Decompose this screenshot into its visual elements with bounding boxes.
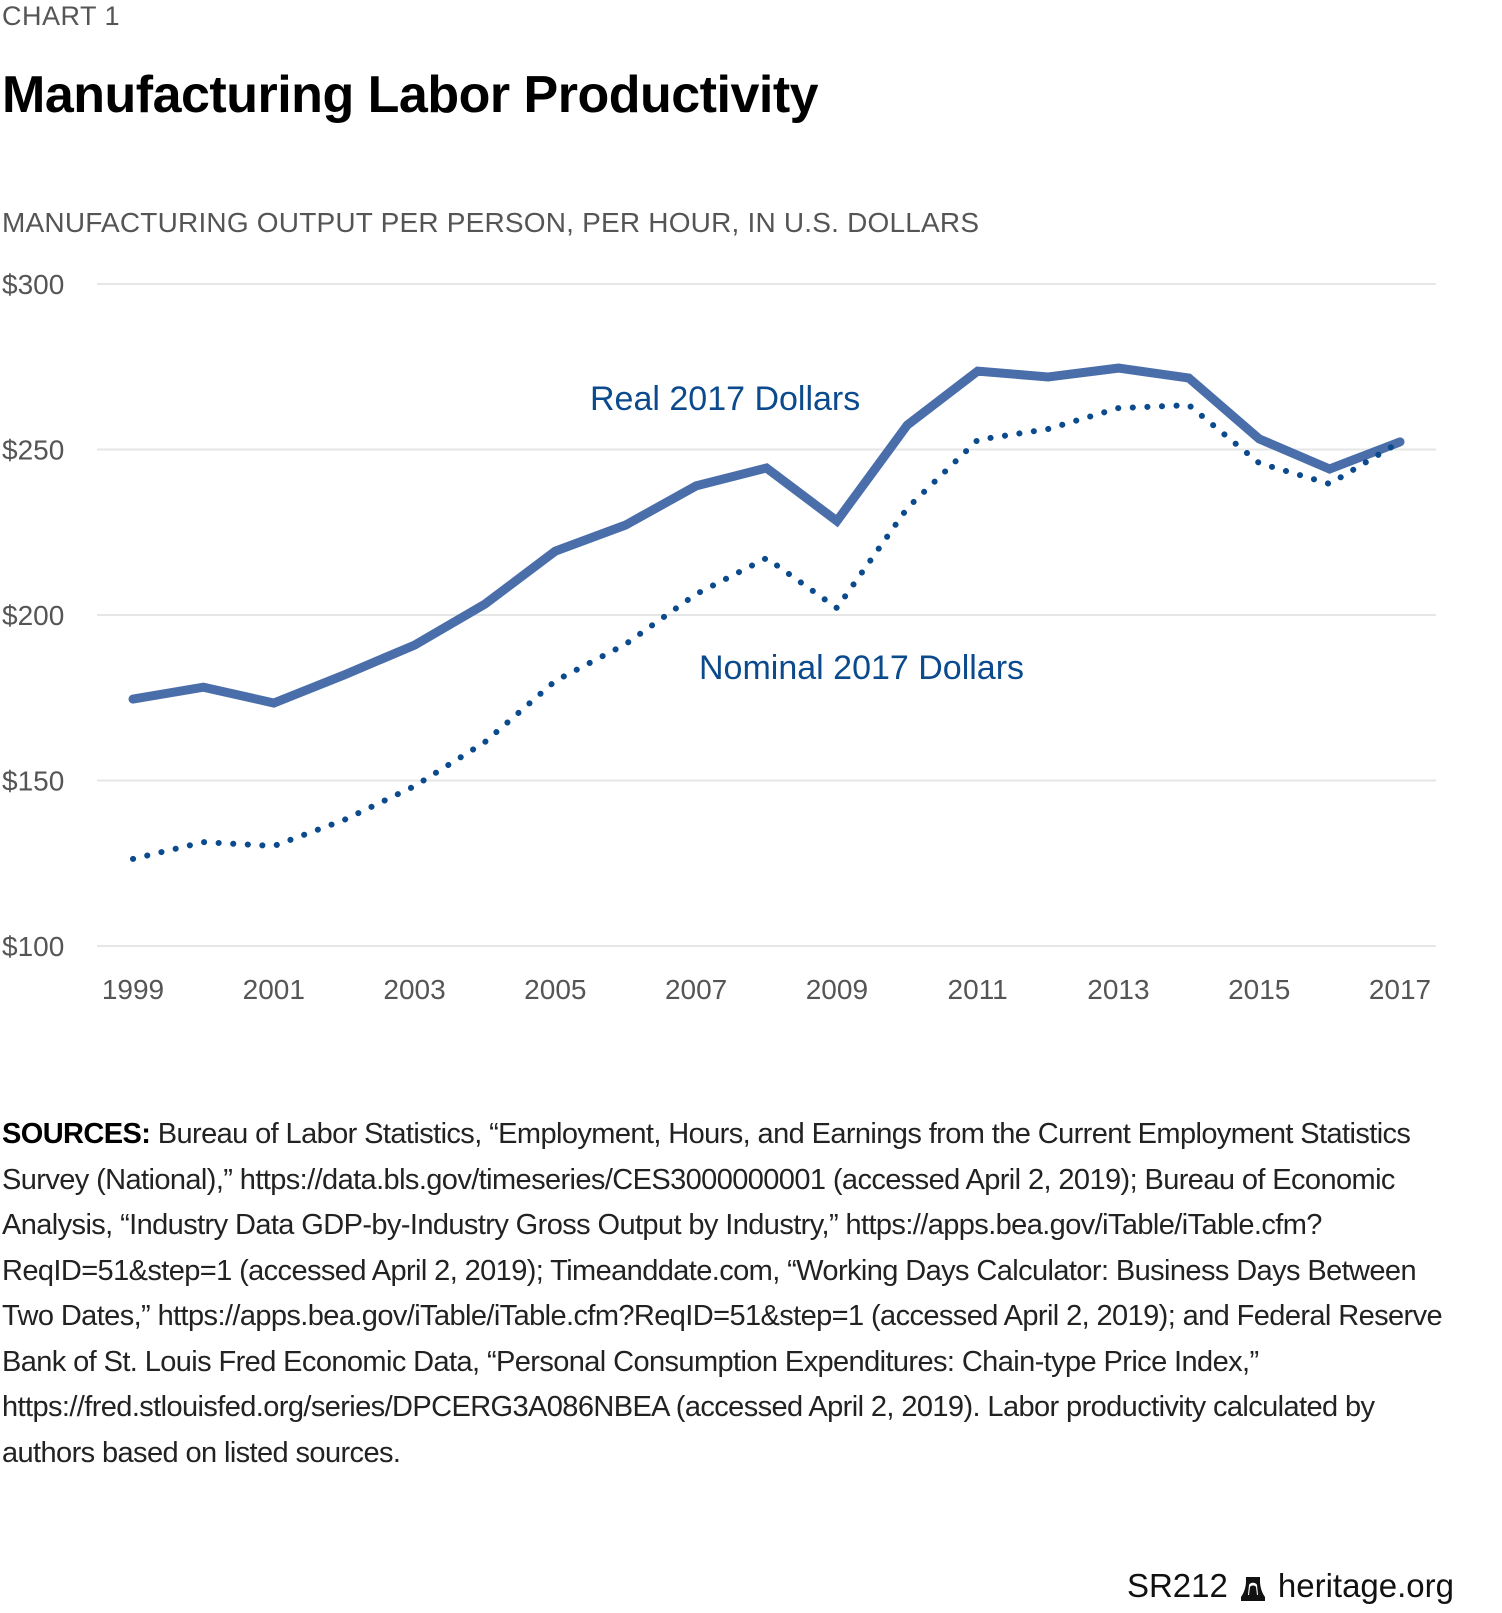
- y-tick-label: $300: [2, 269, 64, 300]
- gridlines: [97, 283, 1436, 947]
- line-chart: $300 $250 $200 $150 $100 1999 2001 2003 2005 200…: [2, 269, 1436, 1005]
- y-tick-label: $250: [2, 435, 64, 466]
- x-tick-label: 2009: [806, 974, 868, 1005]
- x-tick-label: 2007: [665, 974, 727, 1005]
- chart-subtitle: MANUFACTURING OUTPUT PER PERSON, PER HOU…: [2, 207, 980, 238]
- y-axis-ticks: $300 $250 $200 $150 $100: [2, 269, 64, 962]
- liberty-bell-icon: [1240, 1572, 1266, 1601]
- series-labels: Real 2017 Dollars Nominal 2017 Dollars: [590, 380, 1024, 687]
- x-tick-label: 2005: [524, 974, 586, 1005]
- series-line-nominal: [130, 402, 1403, 862]
- report-id: SR212: [1126, 1567, 1228, 1604]
- site-url: heritage.org: [1277, 1567, 1454, 1604]
- footer: SR212 heritage.org: [1127, 1566, 1454, 1606]
- series-line-real: [128, 363, 1405, 708]
- sources-label: SOURCES:: [2, 1118, 151, 1150]
- x-axis-ticks: 1999 2001 2003 2005 2007 2009 2011 2013 2015 2017: [102, 974, 1431, 1005]
- series-group: [128, 363, 1405, 862]
- x-tick-label: 2001: [243, 974, 305, 1005]
- y-tick-label: $100: [2, 931, 64, 962]
- sources-text: Bureau of Labor Statistics, “Employment,…: [2, 1118, 1443, 1469]
- x-tick-label: 2015: [1228, 974, 1290, 1005]
- series-label-nominal: Nominal 2017 Dollars: [699, 649, 1024, 687]
- chart-number: CHART 1: [2, 1, 121, 31]
- y-tick-label: $150: [2, 766, 64, 797]
- x-tick-label: 1999: [102, 974, 164, 1005]
- x-tick-label: 2017: [1369, 974, 1431, 1005]
- series-label-real: Real 2017 Dollars: [590, 380, 860, 418]
- x-tick-label: 2003: [383, 974, 445, 1005]
- sources-note: SOURCES: Bureau of Labor Statistics, “Em…: [2, 1112, 1472, 1476]
- y-tick-label: $200: [2, 600, 64, 631]
- chart-title: Manufacturing Labor Productivity: [2, 66, 819, 124]
- x-tick-label: 2013: [1087, 974, 1149, 1005]
- x-tick-label: 2011: [948, 974, 1008, 1005]
